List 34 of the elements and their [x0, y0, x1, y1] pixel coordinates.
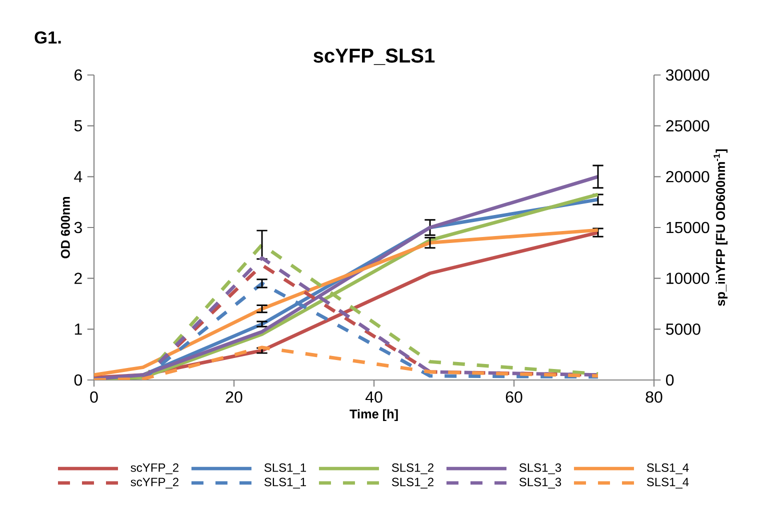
- y2-tick-label: 20000: [666, 171, 710, 182]
- chart-title: scYFP_SLS1: [314, 48, 435, 65]
- y2-tick-label: 10000: [666, 272, 710, 284]
- x-axis-title: Time [h]: [350, 409, 398, 422]
- y-tick-label: 3: [74, 222, 82, 234]
- x-tick-label: 0: [90, 391, 98, 403]
- y2-tick-label: 15000: [666, 222, 710, 234]
- x-tick-label: 80: [646, 391, 662, 403]
- legend-label: SLS1_4: [646, 478, 689, 489]
- y2-axis-title: sp_inYFP [FU OD600nm$^{-1}$]: [714, 149, 728, 306]
- y2-tick-label: 30000: [666, 69, 710, 81]
- legend-label: SLS1_3: [519, 478, 562, 489]
- y2-tick-label: 25000: [666, 120, 710, 132]
- x-tick-label: 60: [506, 391, 522, 403]
- y-axis-title: OD 600nm: [60, 196, 70, 258]
- text: G1.: [34, 31, 61, 44]
- legend-label: scYFP_2: [130, 478, 178, 489]
- y-tick-label: 0: [74, 374, 82, 386]
- legend-label: SLS1_1: [264, 463, 306, 474]
- y2-tick-label: 0: [666, 374, 674, 386]
- legend-label: SLS1_1: [264, 478, 306, 489]
- x-tick-label: 20: [226, 391, 242, 403]
- y-tick-label: 2: [74, 272, 82, 284]
- legend-label: SLS1_4: [646, 463, 689, 474]
- legend-label: scYFP_2: [130, 463, 178, 474]
- legend-label: SLS1_2: [392, 463, 434, 474]
- y-tick-label: 4: [74, 171, 82, 182]
- y-tick-label: 1: [74, 324, 82, 335]
- y2-tick-label: 5000: [666, 324, 700, 335]
- y-tick-label: 6: [74, 69, 82, 81]
- legend-label: SLS1_3: [519, 463, 562, 474]
- legend-label: SLS1_2: [392, 478, 434, 489]
- x-tick-label: 40: [365, 391, 382, 403]
- y-tick-label: 5: [74, 120, 82, 132]
